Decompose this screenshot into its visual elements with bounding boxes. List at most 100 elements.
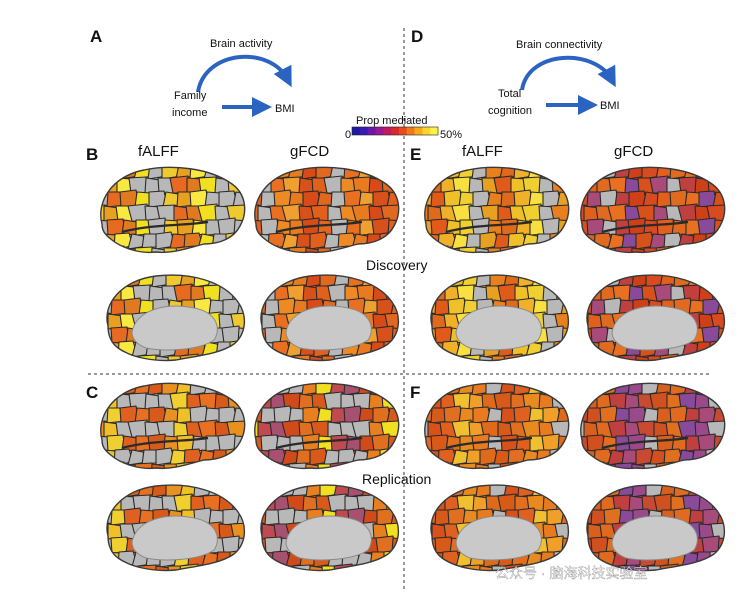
- parcel: [580, 447, 586, 466]
- parcel: [254, 231, 260, 250]
- parcel: [430, 355, 440, 361]
- brain-e-gfcd-lateral: [580, 166, 726, 254]
- parcel: [106, 495, 110, 512]
- parcel: [254, 383, 266, 396]
- parcel: [520, 355, 538, 361]
- parcel: [106, 339, 110, 358]
- parcel: [528, 462, 548, 469]
- panel-a-curved-arrow: [196, 54, 292, 93]
- parcel: [701, 275, 722, 288]
- parcel: [254, 247, 266, 253]
- colorbar-segment: [406, 127, 415, 135]
- parcel: [390, 299, 399, 316]
- parcel: [346, 463, 364, 469]
- parcel: [350, 565, 368, 571]
- parcel: [555, 167, 569, 180]
- colorbar: Prop mediated 0 50%: [345, 115, 462, 141]
- parcel: [100, 204, 106, 223]
- brain-e-falff-lateral: [424, 166, 570, 254]
- parcel: [260, 355, 270, 361]
- parcel: [549, 231, 569, 250]
- parcel: [580, 231, 586, 250]
- panel-d-target: BMI: [600, 100, 620, 112]
- parcel: [684, 462, 704, 469]
- parcel-grid: [260, 275, 399, 361]
- column-title-gfcd-right: gFCD: [614, 143, 653, 160]
- cortex-outline: [580, 382, 726, 470]
- parcel: [260, 339, 264, 358]
- parcel: [237, 355, 245, 361]
- parcel: [585, 245, 606, 253]
- cortex-outline: [106, 484, 245, 572]
- parcel: [260, 485, 270, 498]
- parcel: [493, 175, 514, 194]
- parcel: [378, 565, 396, 571]
- medial-wall: [285, 305, 372, 351]
- parcel: [706, 420, 725, 439]
- parcel: [424, 167, 436, 180]
- parcel: [430, 549, 434, 568]
- parcel-grid: [424, 383, 569, 469]
- cortex-outline: [260, 484, 399, 572]
- cortex-outline: [430, 274, 569, 362]
- medial-wall: [611, 515, 698, 561]
- parcel: [580, 204, 586, 223]
- parcel: [704, 355, 722, 361]
- parcel: [580, 383, 592, 396]
- parcel: [433, 275, 454, 288]
- panel-d-curved-arrow: [520, 55, 616, 91]
- parcel: [717, 565, 725, 571]
- parcel: [676, 355, 694, 361]
- parcel: [580, 167, 592, 180]
- parcel: [560, 509, 569, 526]
- parcel: [231, 167, 245, 180]
- parcel: [192, 463, 210, 469]
- cortex-outline: [100, 382, 246, 470]
- parcel: [649, 175, 670, 194]
- brain-c-falff-lateral: [100, 382, 246, 470]
- parcel: [713, 463, 725, 469]
- parcel: [236, 299, 245, 316]
- parcel: [516, 247, 534, 253]
- parcel: [225, 447, 245, 466]
- parcel: [109, 275, 130, 288]
- parcel: [653, 493, 674, 512]
- sylvian-fissure: [121, 436, 209, 450]
- parcel: [672, 247, 690, 253]
- cortex-outline: [100, 166, 246, 254]
- parcel: [105, 461, 126, 469]
- colorbar-segment: [352, 127, 361, 135]
- parcel: [385, 383, 399, 396]
- brain-c-gfcd-lateral: [254, 382, 400, 470]
- parcel: [105, 383, 126, 396]
- parcel: [229, 339, 245, 358]
- parcel: [100, 420, 106, 439]
- parcel: [254, 463, 266, 469]
- parcel: [221, 275, 242, 288]
- colorbar-min-label: 0: [345, 129, 351, 141]
- colorbar-segments: [351, 126, 439, 136]
- medial-wall: [611, 305, 698, 351]
- parcel: [260, 275, 270, 288]
- parcel: [672, 463, 690, 469]
- parcel: [706, 204, 725, 223]
- sylvian-fissure: [121, 220, 209, 234]
- parcel: [390, 509, 399, 526]
- parcel: [430, 565, 440, 571]
- parcel: [715, 485, 725, 498]
- parcel: [653, 283, 674, 302]
- panel-a-arrow-label: Brain activity: [210, 38, 273, 50]
- parcel-grid: [100, 383, 245, 469]
- parcel: [717, 355, 725, 361]
- parcel: [134, 462, 154, 469]
- brain-e-falff-medial: [430, 274, 569, 362]
- parcel: [204, 462, 224, 469]
- parcel: [586, 285, 590, 302]
- parcel: [106, 285, 110, 302]
- parcel: [259, 245, 280, 253]
- sylvian-fissure: [601, 220, 689, 234]
- parcel: [226, 420, 245, 439]
- parcel: [580, 177, 586, 194]
- parcel: [323, 175, 344, 194]
- parcel: [430, 495, 434, 512]
